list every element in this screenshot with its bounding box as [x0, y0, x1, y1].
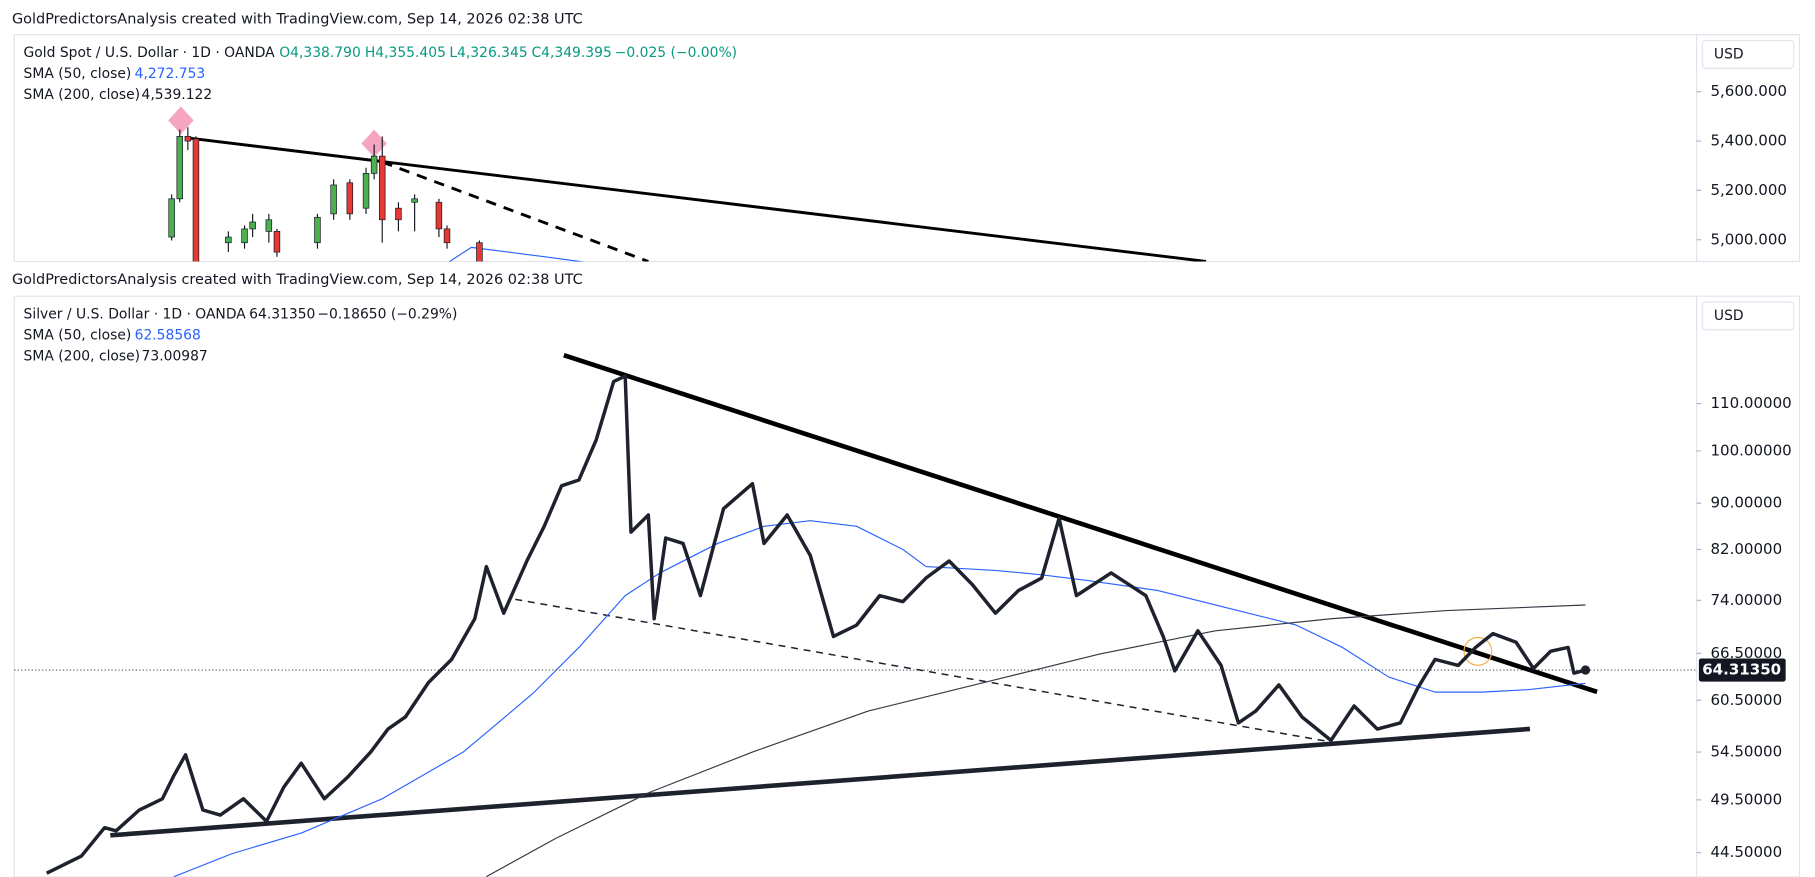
- symbol-title: Silver / U.S. Dollar · 1D · OANDA: [24, 307, 247, 323]
- sma-line: [173, 520, 1586, 877]
- y-tick-label: 82.00000: [1710, 540, 1782, 558]
- candle-body: [411, 198, 418, 203]
- sma-line: [448, 246, 585, 262]
- highlight-circle: [1463, 636, 1493, 666]
- y-tick-label: 110.00000: [1710, 394, 1791, 412]
- trendline: [563, 352, 1598, 695]
- candle-body: [265, 219, 273, 232]
- open-label: O4,338.790: [279, 45, 361, 61]
- last-price-dot: [1580, 665, 1591, 675]
- high-label: H4,355.405: [365, 45, 446, 61]
- candle-body: [249, 221, 256, 230]
- price-line: [45, 374, 1586, 875]
- panel-frame: [13, 295, 1801, 877]
- currency-button[interactable]: [1701, 301, 1795, 331]
- candle-body: [330, 184, 337, 215]
- trendline: [185, 136, 1207, 262]
- y-tick-label: 54.50000: [1710, 743, 1782, 761]
- candle-body: [225, 236, 232, 244]
- last-price-label: 64.31350: [1702, 661, 1781, 679]
- y-tick-label: 5,000.000: [1710, 230, 1787, 248]
- header: GoldPredictorsAnalysis created with Trad…: [12, 272, 583, 288]
- candle-body: [395, 207, 402, 221]
- y-tick-label: 74.00000: [1710, 591, 1782, 609]
- marker: [361, 129, 387, 158]
- indicator-value: 73.00987: [142, 348, 208, 364]
- indicator-value: 4,272.753: [135, 66, 206, 82]
- y-tick-label: 49.50000: [1710, 790, 1782, 808]
- plot-area: [45, 352, 1598, 877]
- last-price-box: [1698, 658, 1786, 682]
- indicator-name: SMA (50, close): [24, 328, 132, 344]
- symbol-title: Gold Spot / U.S. Dollar · 1D · OANDA: [24, 45, 276, 61]
- close-label: C4,349.395: [531, 45, 611, 61]
- currency-button[interactable]: [1701, 39, 1795, 69]
- candle-body: [273, 231, 281, 253]
- y-tick-label: 5,600.000: [1710, 82, 1787, 100]
- candle-body: [443, 228, 451, 244]
- candle-body: [241, 228, 248, 244]
- candle-body: [362, 173, 370, 209]
- price-axis: 44.50000 49.50000 54.50000 60.50000 66.50000…: [1696, 394, 1792, 861]
- currency[interactable]: USD: [1714, 308, 1744, 324]
- y-tick-label: 60.50000: [1710, 691, 1782, 709]
- candle-body: [476, 242, 483, 262]
- indicator-name: SMA (200, close): [24, 348, 141, 364]
- price-axis: 5,000.000 5,200.000 5,400.000 5,600.000: [1696, 82, 1787, 248]
- currency[interactable]: USD: [1714, 46, 1744, 62]
- last-price: 64.31350: [249, 307, 315, 323]
- indicator-value: 62.58568: [135, 328, 201, 344]
- y-tick-label: 90.00000: [1710, 494, 1782, 512]
- change-label: −0.18650 (−0.29%): [317, 307, 457, 323]
- panel-frame: [13, 34, 1801, 263]
- plot-area: [168, 106, 1207, 262]
- candle-body: [168, 198, 175, 238]
- y-tick-label: 66.50000: [1710, 644, 1782, 662]
- candle-body: [370, 155, 378, 174]
- indicator-value: 4,539.122: [142, 87, 213, 103]
- y-tick-label: 100.00000: [1710, 441, 1791, 459]
- header: GoldPredictorsAnalysis created with Trad…: [12, 12, 583, 28]
- candle-body: [435, 201, 443, 230]
- change-label: −0.025 (−0.00%): [615, 45, 737, 61]
- y-tick-label: 5,200.000: [1710, 181, 1787, 199]
- candle-body: [314, 216, 321, 244]
- low-label: L4,326.345: [449, 45, 527, 61]
- sma-line: [486, 604, 1586, 877]
- candle-body: [378, 155, 386, 221]
- candle-body: [192, 138, 200, 262]
- y-tick-label: 44.50000: [1710, 843, 1782, 861]
- trendline: [110, 726, 1531, 838]
- candle-body: [184, 136, 192, 142]
- trendline-dashed: [381, 160, 649, 262]
- candle-body: [346, 182, 354, 215]
- y-tick-label: 5,400.000: [1710, 132, 1787, 150]
- indicator-name: SMA (200, close): [24, 87, 141, 103]
- candle-body: [176, 136, 183, 200]
- indicator-name: SMA (50, close): [24, 66, 132, 82]
